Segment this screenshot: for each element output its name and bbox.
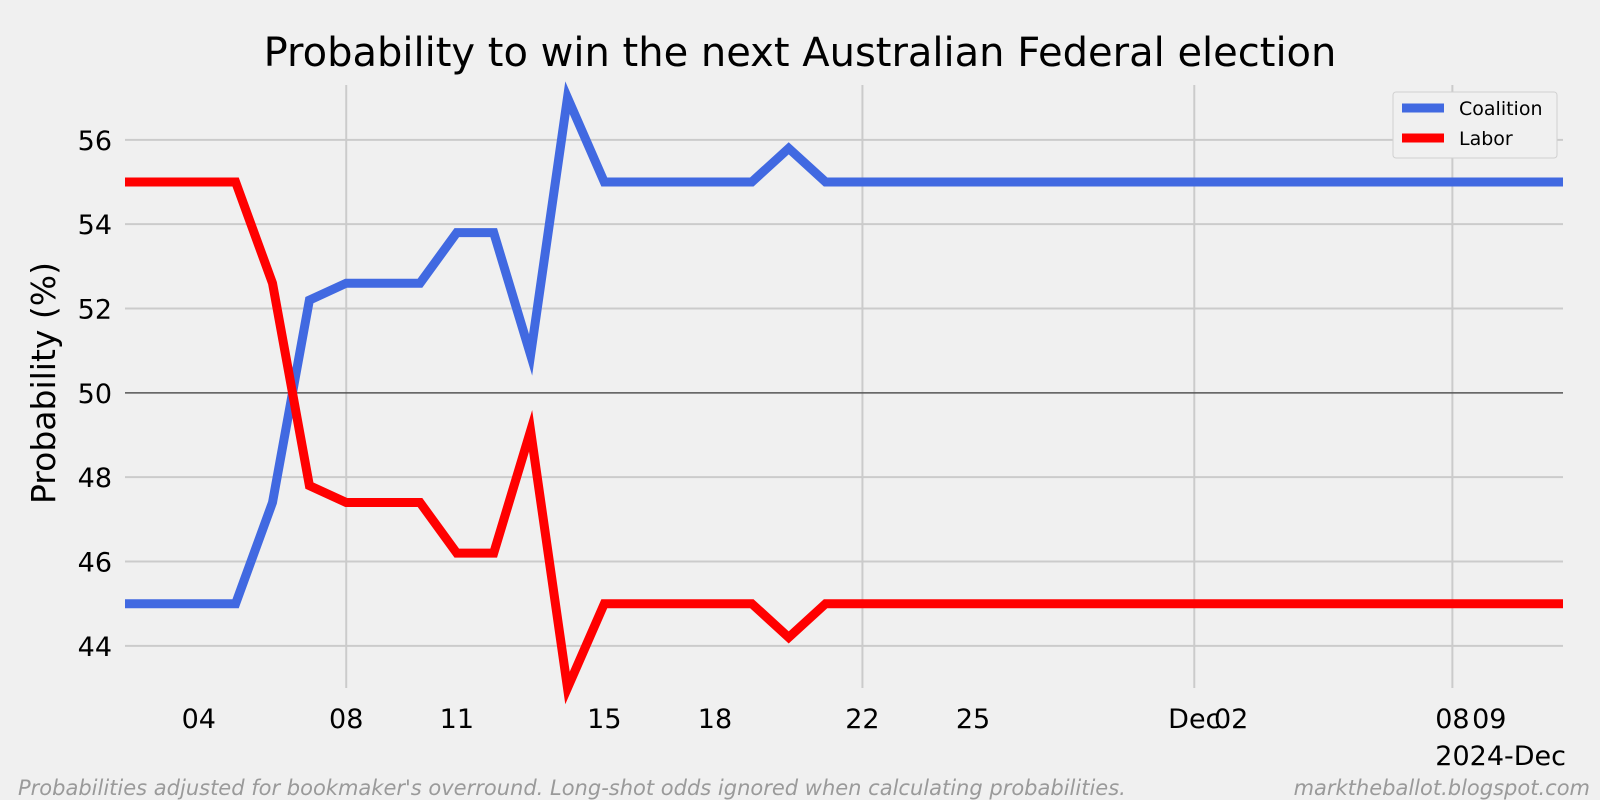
series-lines: [125, 81, 1563, 705]
x-axis-offset-label: 2024-Dec: [1435, 741, 1566, 772]
y-tick-label: 44: [78, 632, 112, 663]
y-gridlines: [125, 138, 1563, 647]
chart-title: Probability to win the next Australian F…: [264, 30, 1337, 76]
footer-source: marktheballot.blogspot.com: [1294, 776, 1590, 800]
x-tick-label: 25: [956, 704, 990, 735]
x-tick-label: 08: [1435, 704, 1469, 735]
legend: Coalition Labor: [1392, 91, 1558, 159]
x-tick-label: 11: [440, 704, 474, 735]
y-tick-label: 50: [78, 379, 112, 410]
x-tick-label: 08: [329, 704, 363, 735]
y-tick-label: 48: [78, 463, 112, 494]
x-tick-label: 15: [587, 704, 621, 735]
y-tick-label: 52: [78, 294, 112, 325]
x-tick-label: 04: [182, 704, 216, 735]
series-line-labor: [125, 177, 1563, 705]
legend-label-coalition: Coalition: [1459, 98, 1543, 120]
x-tick-label: 02: [1214, 704, 1248, 735]
series-line-coalition: [125, 81, 1563, 609]
x-gridlines: [345, 85, 1454, 688]
y-tick-labels: 44 46 48 50 52 54 56: [78, 126, 112, 663]
y-tick-label: 56: [78, 126, 112, 157]
y-axis-label: Probability (%): [24, 262, 63, 504]
y-tick-label: 46: [78, 547, 112, 578]
legend-label-labor: Labor: [1459, 128, 1513, 150]
x-tick-label: 18: [698, 704, 732, 735]
x-tick-label: Dec: [1168, 704, 1220, 735]
x-tick-label: 09: [1472, 704, 1506, 735]
x-tick-label: 22: [845, 704, 879, 735]
y-tick-label: 54: [78, 210, 112, 241]
footer-note: Probabilities adjusted for bookmaker's o…: [18, 776, 1126, 800]
